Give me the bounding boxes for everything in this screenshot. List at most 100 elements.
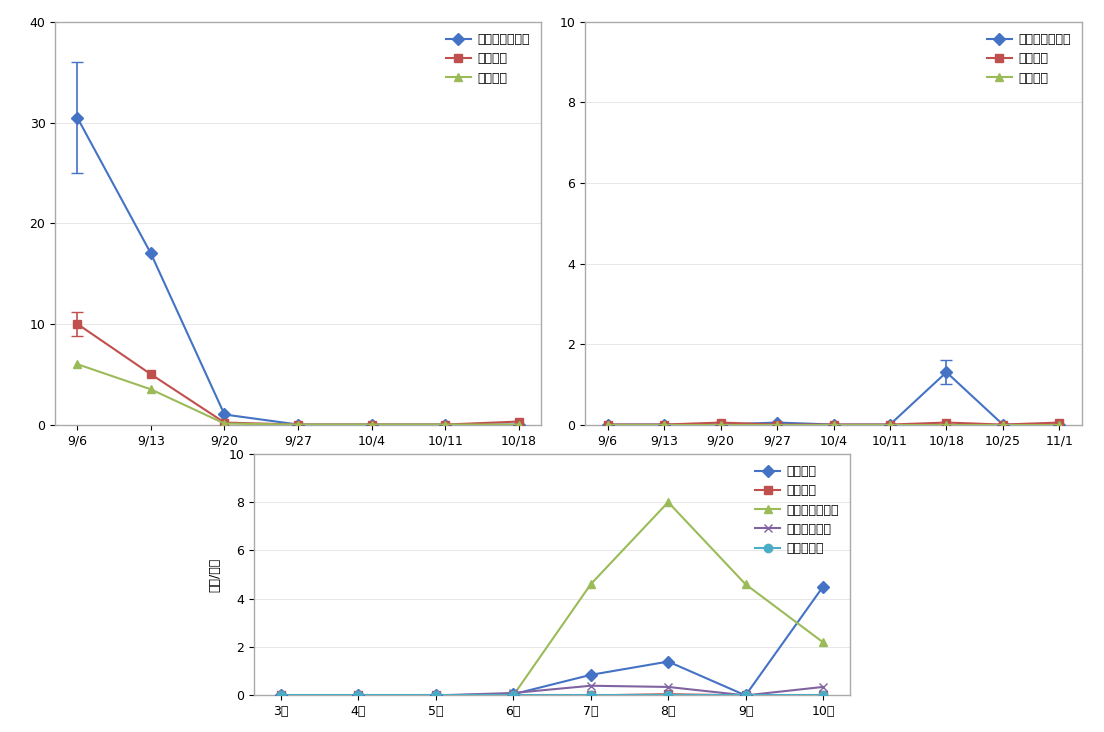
검거세미나방 bbox=[352, 691, 365, 700]
담배거세미나방 bbox=[365, 420, 379, 429]
담배나방 bbox=[217, 419, 231, 428]
담배거세미나방 bbox=[512, 420, 526, 429]
담배거세미나방 bbox=[438, 420, 452, 429]
검거세미나방 bbox=[584, 681, 597, 690]
파범나방 bbox=[658, 420, 671, 429]
담배거세미나방 bbox=[1053, 420, 1066, 429]
담배나방 bbox=[601, 420, 614, 429]
Legend: 담배거세미나방, 파범나방, 담배나방: 담배거세미나방, 파범나방, 담배나방 bbox=[981, 29, 1075, 90]
파범나방 bbox=[275, 691, 288, 700]
담배나방 bbox=[827, 420, 840, 429]
담배거세미나방 bbox=[352, 691, 365, 700]
담배거세미나방 bbox=[71, 113, 84, 122]
담배거세미나방 bbox=[145, 249, 158, 258]
담배나방 bbox=[275, 691, 288, 700]
담배나방 bbox=[771, 420, 784, 429]
담배거세미나방 bbox=[996, 420, 1009, 429]
담배거세미나방 bbox=[601, 420, 614, 429]
Line: 담배나방: 담배나방 bbox=[604, 420, 1063, 429]
담배거세미나방 bbox=[714, 420, 728, 429]
꽃담배나방 bbox=[429, 691, 443, 700]
Legend: 파범나방, 담배나방, 담배거세미나방, 검거세미나방, 꽃담배나방: 파범나방, 담배나방, 담배거세미나방, 검거세미나방, 꽃담배나방 bbox=[750, 460, 843, 560]
담배거세미나방 bbox=[217, 410, 231, 419]
검거세미나방 bbox=[275, 691, 288, 700]
꽃담배나방 bbox=[352, 691, 365, 700]
Line: 담배거세미나방: 담배거세미나방 bbox=[604, 368, 1063, 429]
꽃담배나방 bbox=[275, 691, 288, 700]
Line: 꽃담배나방: 꽃담배나방 bbox=[277, 691, 827, 700]
담배거세미나방 bbox=[816, 638, 829, 646]
파범나방 bbox=[996, 420, 1009, 429]
검거세미나방 bbox=[739, 691, 752, 700]
담배거세미나방 bbox=[771, 418, 784, 427]
파범나방 bbox=[883, 420, 896, 429]
담배나방 bbox=[584, 691, 597, 700]
담배나방 bbox=[429, 691, 443, 700]
파범나방 bbox=[584, 671, 597, 679]
파범나방 bbox=[827, 420, 840, 429]
담배나방 bbox=[661, 690, 675, 698]
담배거세미나방 bbox=[940, 367, 953, 376]
담배나방 bbox=[291, 420, 305, 429]
담배거세미나방 bbox=[507, 691, 520, 700]
꽃담배나방 bbox=[507, 691, 520, 700]
파범나방 bbox=[71, 319, 84, 328]
담배거세미나방 bbox=[658, 420, 671, 429]
파범나방 bbox=[512, 417, 526, 426]
담배거세미나방 bbox=[291, 420, 305, 429]
담배거세미나방 bbox=[275, 691, 288, 700]
담배나방 bbox=[352, 691, 365, 700]
꽃담배나방 bbox=[584, 691, 597, 700]
Line: 파범나방: 파범나방 bbox=[277, 583, 827, 700]
파범나방 bbox=[217, 418, 231, 427]
파범나방 bbox=[940, 418, 953, 427]
담배나방 bbox=[145, 385, 158, 394]
파범나방 bbox=[145, 370, 158, 378]
파범나방 bbox=[816, 583, 829, 591]
담배나방 bbox=[365, 420, 379, 429]
Line: 담배나방: 담배나방 bbox=[277, 690, 827, 700]
검거세미나방 bbox=[661, 682, 675, 691]
파범나방 bbox=[661, 657, 675, 666]
파범나방 bbox=[771, 420, 784, 429]
Line: 담배거세미나방: 담배거세미나방 bbox=[73, 113, 523, 429]
담배나방 bbox=[816, 691, 829, 700]
Line: 담배거세미나방: 담배거세미나방 bbox=[277, 498, 827, 700]
Line: 담배나방: 담배나방 bbox=[73, 360, 523, 429]
파범나방 bbox=[714, 418, 728, 427]
담배나방 bbox=[438, 420, 452, 429]
검거세미나방 bbox=[507, 689, 520, 698]
검거세미나방 bbox=[816, 682, 829, 691]
Line: 검거세미나방: 검거세미나방 bbox=[277, 681, 827, 700]
검거세미나방 bbox=[429, 691, 443, 700]
꽃담배나방 bbox=[816, 691, 829, 700]
파범나방 bbox=[507, 690, 520, 698]
꽃담배나방 bbox=[661, 691, 675, 700]
담배나방 bbox=[996, 420, 1009, 429]
담배거세미나방 bbox=[883, 420, 896, 429]
담배거세미나방 bbox=[429, 691, 443, 700]
담배거세미나방 bbox=[827, 420, 840, 429]
담배거세미나방 bbox=[584, 580, 597, 589]
파범나방 bbox=[1053, 418, 1066, 427]
Legend: 담배거세미나방, 파범나방, 담배나방: 담배거세미나방, 파범나방, 담배나방 bbox=[440, 29, 534, 90]
담배나방 bbox=[71, 360, 84, 369]
담배나방 bbox=[658, 420, 671, 429]
담배나방 bbox=[739, 691, 752, 700]
파범나방 bbox=[352, 691, 365, 700]
담배나방 bbox=[512, 420, 526, 429]
담배나방 bbox=[883, 420, 896, 429]
담배나방 bbox=[940, 420, 953, 429]
Line: 파범나방: 파범나방 bbox=[604, 419, 1063, 429]
Y-axis label: 마리/트랝: 마리/트랝 bbox=[209, 558, 222, 591]
꽃담배나방 bbox=[739, 691, 752, 700]
파범나방 bbox=[365, 420, 379, 429]
Line: 파범나방: 파범나방 bbox=[73, 320, 523, 429]
파범나방 bbox=[438, 420, 452, 429]
파범나방 bbox=[429, 691, 443, 700]
파범나방 bbox=[291, 420, 305, 429]
파범나방 bbox=[739, 691, 752, 700]
담배나방 bbox=[714, 420, 728, 429]
담배거세미나방 bbox=[661, 498, 675, 507]
파범나방 bbox=[601, 420, 614, 429]
